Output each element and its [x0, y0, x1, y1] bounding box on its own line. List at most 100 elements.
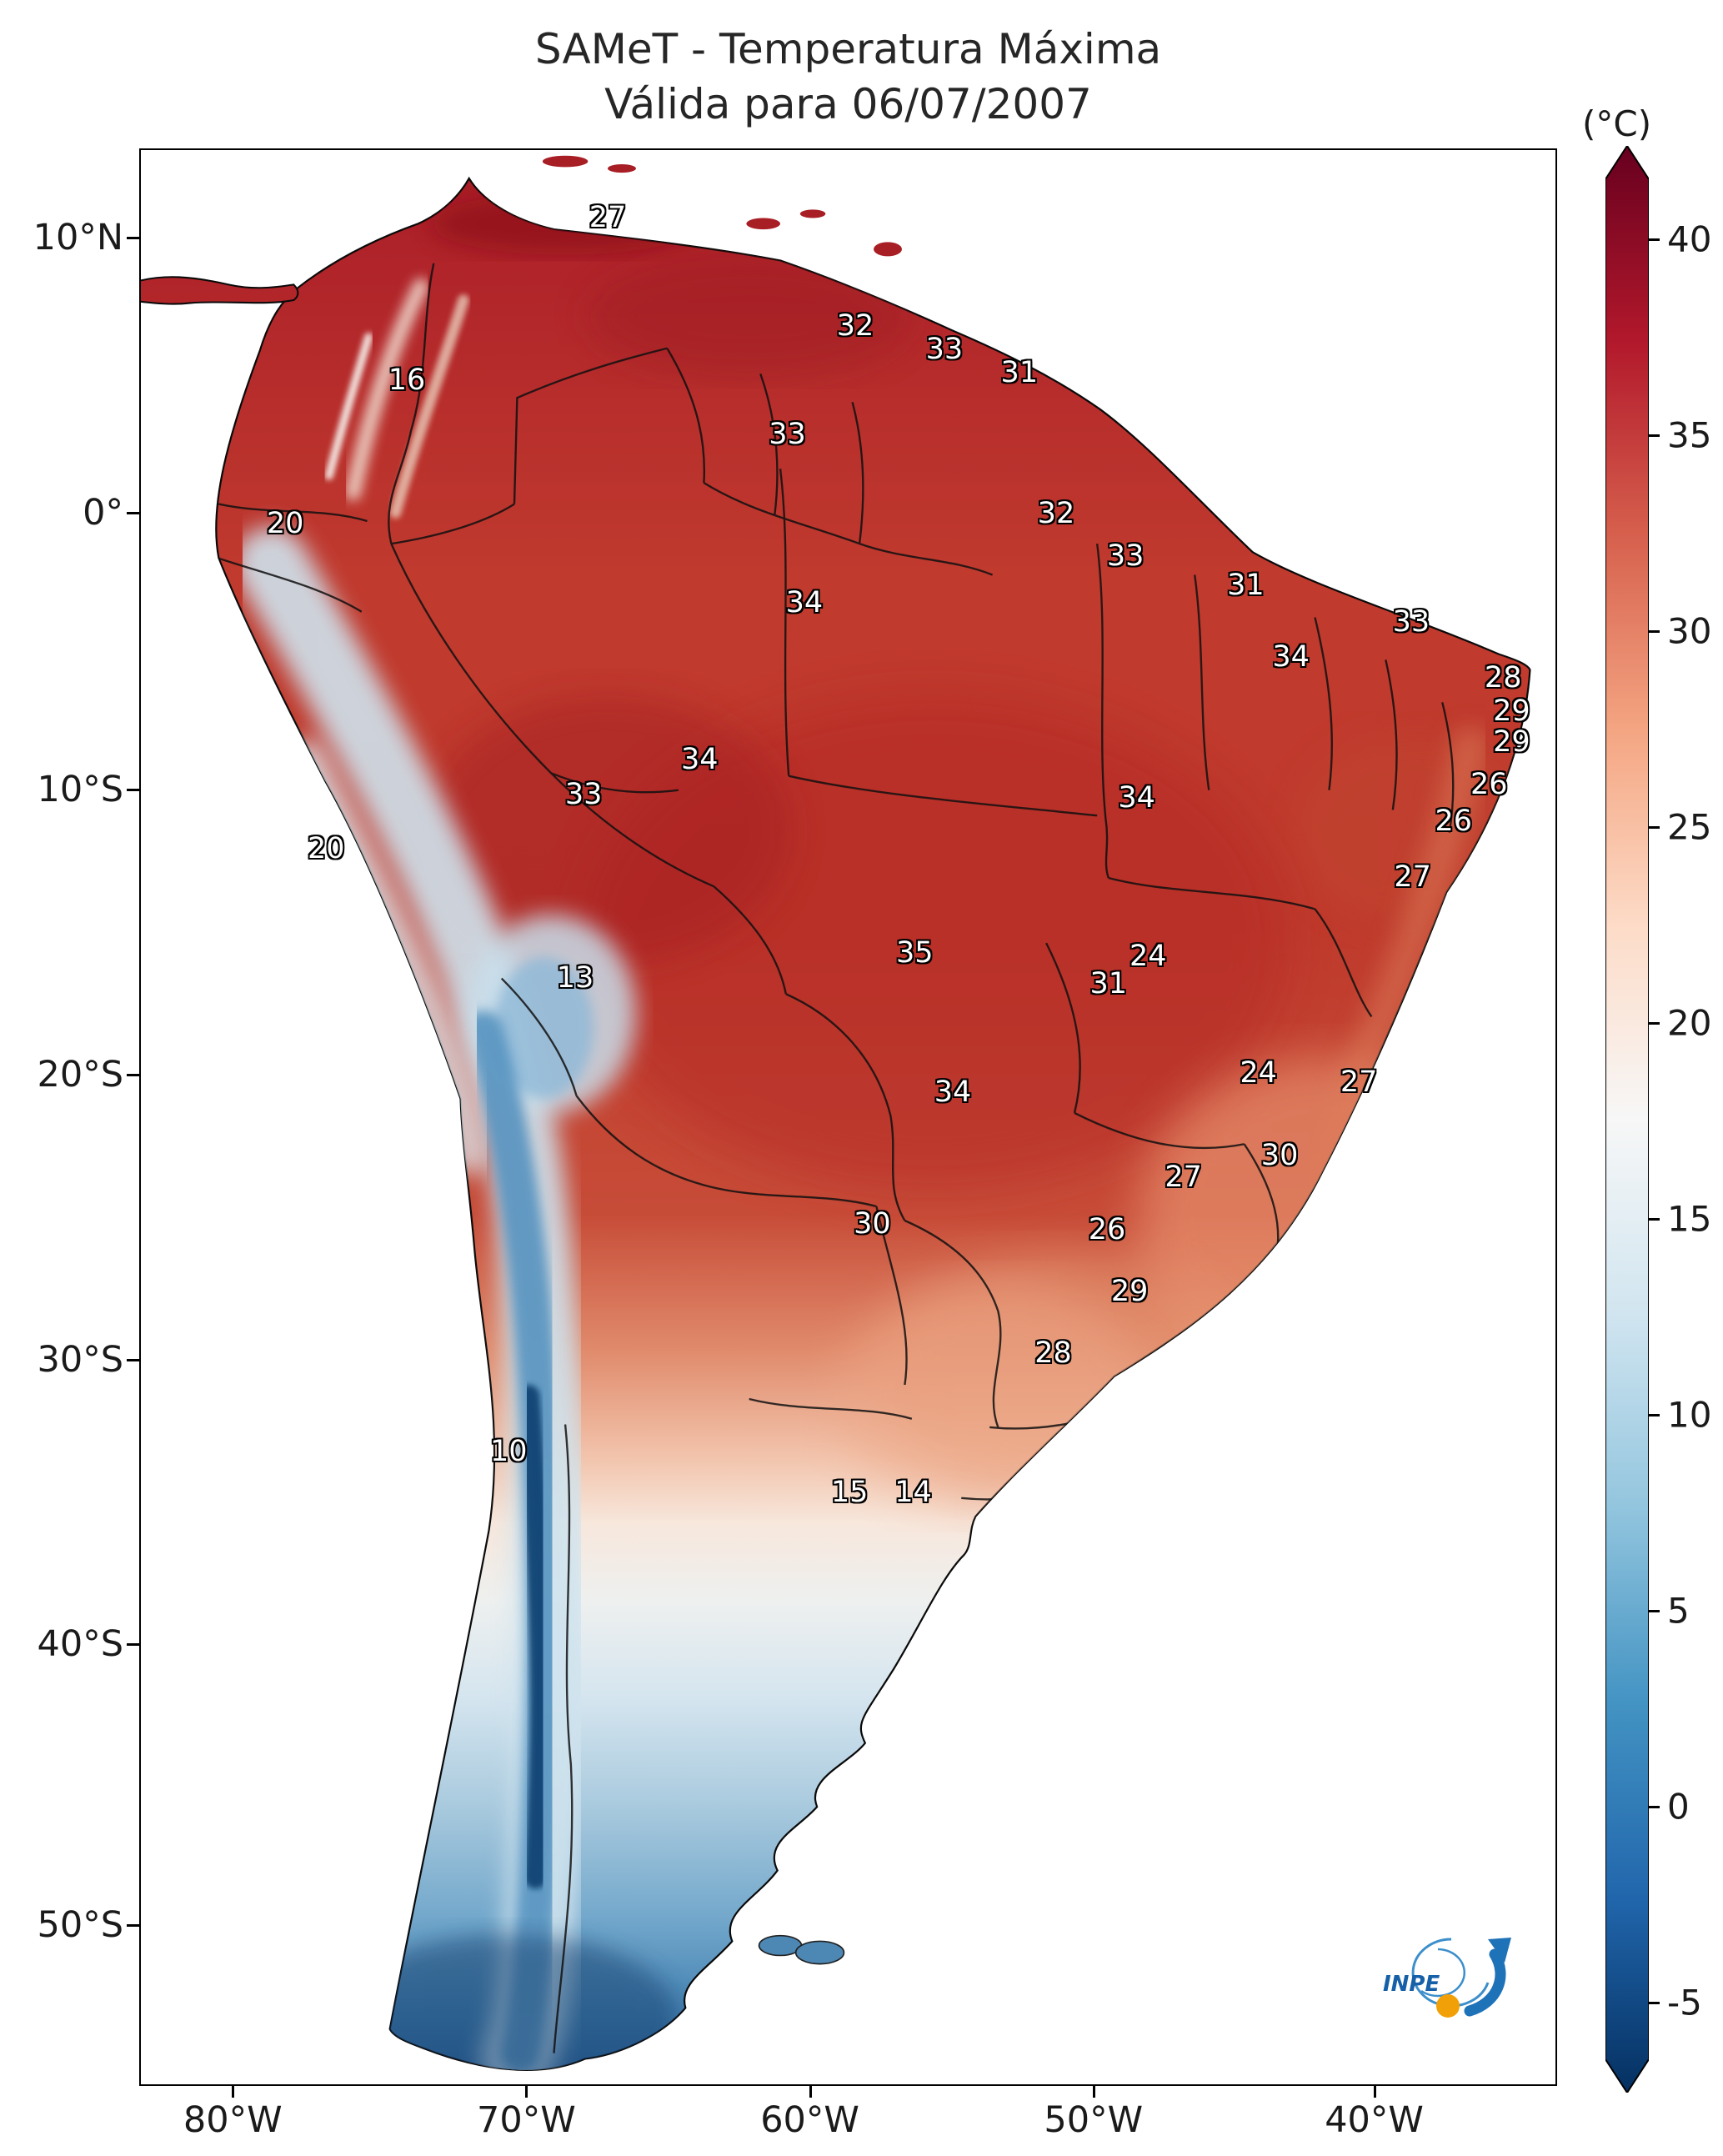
station-temp-label: 34 [681, 742, 719, 776]
station-temp-label: 31 [1227, 569, 1265, 602]
station-temp-label: 35 [895, 935, 934, 970]
station-temp-label: 10 [489, 1435, 528, 1469]
station-temp-label: 29 [1110, 1274, 1149, 1308]
latitude-tick-label: 40°S [37, 1623, 123, 1666]
south-america-map [141, 155, 1531, 2071]
station-temp-label: 33 [564, 777, 603, 811]
station-temp-label: 14 [894, 1476, 932, 1510]
colorbar-tick-label: -5 [1667, 1982, 1702, 2023]
temperature-field [141, 155, 1531, 2071]
station-temp-label: 33 [1392, 605, 1430, 639]
station-temp-label: 34 [1118, 781, 1155, 815]
colorbar-tickmark [1649, 630, 1660, 633]
colorbar-tickmark [1649, 238, 1660, 241]
station-temp-label: 30 [1260, 1139, 1299, 1173]
longitude-tickmark [809, 2086, 812, 2098]
latitude-tickmark [127, 1358, 139, 1361]
colorbar-unit-label: (°C) [1582, 103, 1652, 144]
colorbar-tickmark [1649, 1414, 1660, 1416]
station-temp-label: 24 [1129, 940, 1167, 974]
station-temp-label: 24 [1240, 1055, 1277, 1090]
caribbean-islands [542, 155, 902, 257]
longitude-tick-label: 60°W [760, 2099, 859, 2141]
longitude-tickmark [1092, 2086, 1095, 2098]
station-temp-label: 32 [836, 309, 874, 343]
station-temp-label: 34 [934, 1075, 972, 1109]
latitude-tick-label: 50°S [37, 1904, 123, 1947]
title-line2: Válida para 06/07/2007 [604, 80, 1092, 128]
latitude-tick-label: 20°S [37, 1053, 123, 1096]
colorbar-tickmark [1649, 1806, 1660, 1808]
station-temp-label: 32 [1037, 497, 1075, 531]
colorbar-tickmark [1649, 826, 1660, 829]
station-temp-label: 20 [266, 506, 304, 540]
panama-strip [141, 276, 299, 305]
colorbar-tick-label: 40 [1667, 218, 1712, 260]
figure-title: SAMeT - Temperatura Máxima Válida para 0… [139, 22, 1557, 132]
longitude-tickmark [232, 2086, 235, 2098]
station-temp-label: 29 [1493, 725, 1530, 759]
station-temp-label: 26 [1435, 805, 1473, 839]
colorbar-gradient-bar [1605, 146, 1649, 2093]
colorbar-tick-label: 0 [1667, 1786, 1690, 1828]
longitude-tickmark [1373, 2086, 1376, 2098]
inpe-logo-text: INPE [1383, 1972, 1440, 1997]
title-line1: SAMeT - Temperatura Máxima [534, 25, 1162, 73]
latitude-tick-label: 10°S [37, 769, 123, 811]
latitude-tick-label: 30°S [37, 1338, 123, 1381]
longitude-tick-label: 50°W [1044, 2099, 1144, 2141]
station-temp-label: 26 [1088, 1212, 1126, 1246]
colorbar-tick-label: 5 [1667, 1590, 1690, 1632]
latitude-tick-label: 10°N [33, 216, 123, 258]
colorbar-tickmark [1649, 434, 1660, 437]
station-temp-label: 20 [308, 831, 345, 865]
longitude-tickmark [525, 2086, 528, 2098]
falkland-islands [758, 1934, 845, 1965]
logo-orange-sphere [1436, 1994, 1460, 2018]
longitude-tick-label: 80°W [183, 2099, 283, 2141]
station-temp-label: 26 [1470, 767, 1508, 801]
inpe-logo-graphic: INPE [1383, 1938, 1511, 2018]
station-temp-label: 31 [1000, 355, 1039, 389]
station-temp-label: 27 [1165, 1160, 1202, 1194]
colorbar [1605, 146, 1649, 2093]
colorbar-tick-label: 25 [1667, 806, 1712, 848]
latitude-tickmark [127, 789, 139, 792]
station-temp-label: 30 [854, 1206, 891, 1241]
colorbar-tick-label: 35 [1667, 414, 1712, 456]
longitude-tick-label: 70°W [476, 2099, 576, 2141]
latitude-tickmark [127, 236, 139, 239]
station-temp-label: 15 [830, 1476, 869, 1510]
station-temp-label: 13 [556, 960, 594, 995]
inpe-logo: INPE [1371, 1924, 1525, 2034]
colorbar-tick-label: 10 [1667, 1394, 1712, 1436]
logo-arrowhead [1488, 1938, 1511, 1963]
station-temp-label: 16 [388, 364, 426, 398]
station-temp-label: 28 [1484, 661, 1522, 695]
station-temp-label: 29 [1493, 694, 1530, 728]
colorbar-tickmark [1649, 1022, 1660, 1025]
logo-swirl-outer [1411, 1938, 1490, 2008]
colorbar-tickmark [1649, 2002, 1660, 2004]
logo-swirl-inner [1420, 1948, 1466, 1998]
station-temp-label: 34 [1272, 639, 1310, 674]
colorbar-tickmark [1649, 1218, 1660, 1221]
station-temp-label: 33 [1106, 539, 1144, 574]
station-temp-label: 27 [589, 201, 627, 235]
logo-arrow [1464, 1948, 1506, 2017]
longitude-tick-label: 40°W [1325, 2099, 1424, 2141]
station-temp-label: 27 [1340, 1065, 1378, 1100]
station-temp-label: 27 [1394, 860, 1431, 895]
station-temp-label: 31 [1089, 966, 1128, 1000]
colorbar-tick-label: 30 [1667, 610, 1712, 652]
station-temp-label: 33 [925, 332, 964, 366]
station-temp-label: 33 [769, 418, 806, 452]
colorbar-tick-label: 15 [1667, 1198, 1712, 1240]
latitude-tickmark [127, 511, 139, 514]
latitude-tickmark [127, 1924, 139, 1928]
latitude-tick-label: 0° [83, 491, 123, 534]
station-temp-label: 28 [1034, 1336, 1072, 1371]
latitude-tickmark [127, 1073, 139, 1076]
colorbar-tickmark [1649, 1610, 1660, 1612]
map-area: 27 16 32 33 31 33 20 32 33 31 33 34 34 28 29 29 26 26 34 33… [139, 148, 1557, 2086]
